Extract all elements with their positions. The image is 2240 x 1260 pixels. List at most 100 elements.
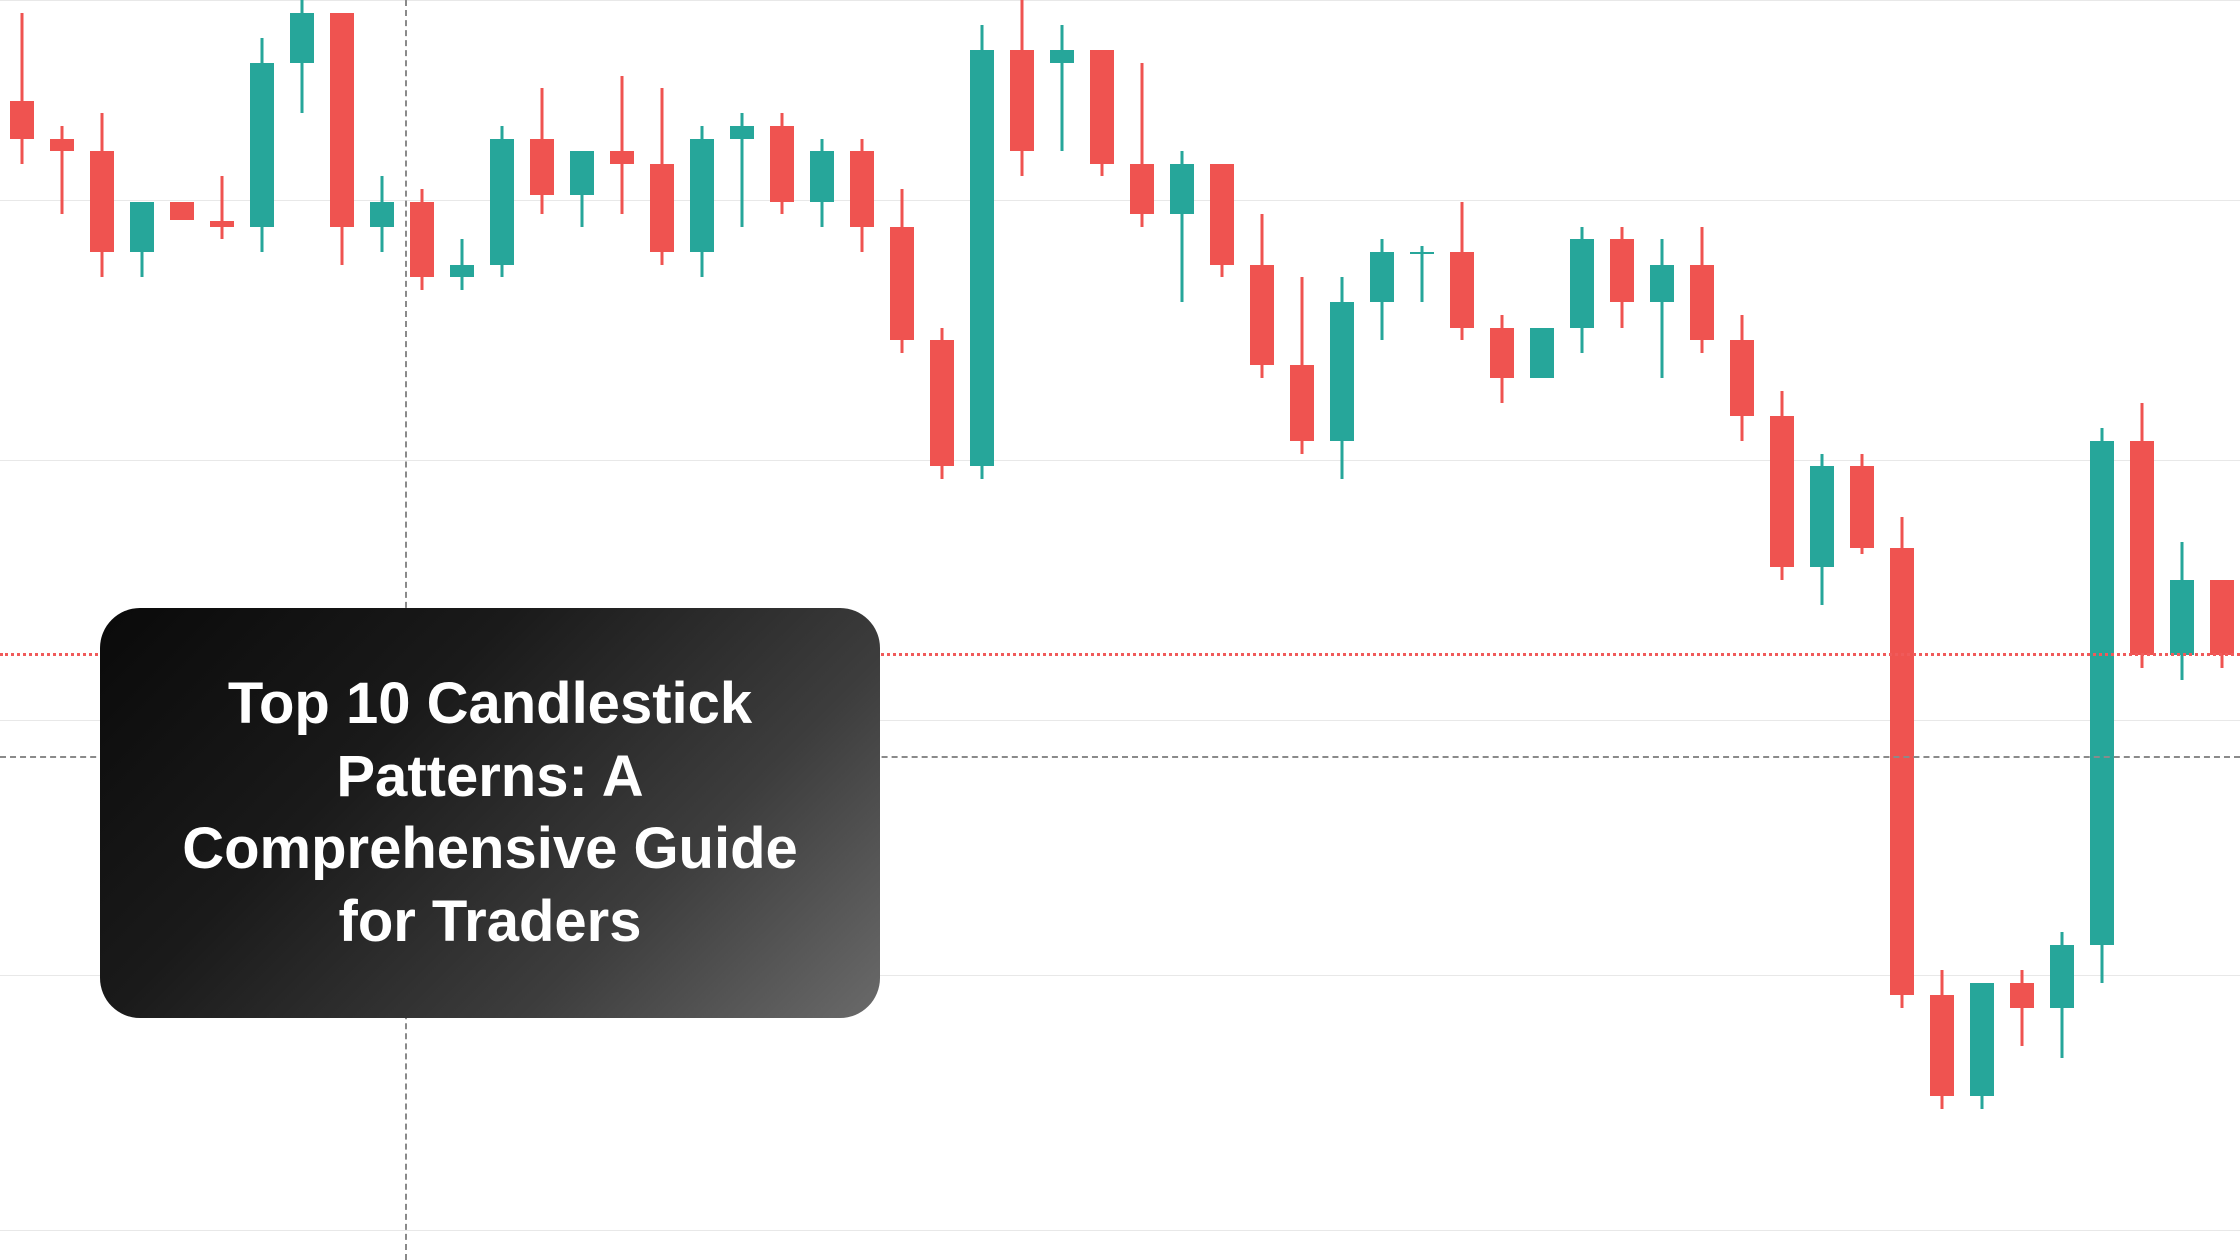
candle-body: [1610, 239, 1634, 302]
candle-body: [1250, 265, 1274, 366]
candle-body: [250, 63, 274, 227]
candle-body: [490, 139, 514, 265]
candle-body: [170, 202, 194, 221]
candle-bear: [2130, 0, 2154, 1260]
candle-bear: [1290, 0, 1314, 1260]
candle-body: [2170, 580, 2194, 656]
candle-body: [1050, 50, 1074, 63]
candle-body: [810, 151, 834, 201]
candle-body: [1370, 252, 1394, 302]
candle-body: [10, 101, 34, 139]
candle-bear: [1730, 0, 1754, 1260]
candle-wick: [1061, 25, 1064, 151]
candle-bull: [1170, 0, 1194, 1260]
candle-bear: [10, 0, 34, 1260]
candle-body: [730, 126, 754, 139]
candle-body: [410, 202, 434, 278]
candle-body: [2010, 983, 2034, 1008]
candle-bear: [1850, 0, 1874, 1260]
candle-body: [1330, 302, 1354, 441]
candle-body: [610, 151, 634, 164]
candle-bear: [1690, 0, 1714, 1260]
candle-bull: [2170, 0, 2194, 1260]
candle-body: [1970, 983, 1994, 1096]
candle-body: [1410, 252, 1434, 254]
candle-body: [1130, 164, 1154, 214]
candle-body: [50, 139, 74, 152]
candle-bear: [1210, 0, 1234, 1260]
candle-body: [2130, 441, 2154, 655]
candle-wick: [1421, 246, 1424, 303]
candle-bear: [1490, 0, 1514, 1260]
candle-body: [1010, 50, 1034, 151]
candle-body: [1490, 328, 1514, 378]
candle-bull: [1050, 0, 1074, 1260]
candle-body: [1810, 466, 1834, 567]
candle-body: [1890, 548, 1914, 995]
candle-body: [1570, 239, 1594, 327]
candle-wick: [21, 13, 24, 164]
candle-body: [890, 227, 914, 340]
candle-body: [970, 50, 994, 466]
candle-bull: [1970, 0, 1994, 1260]
candle-bear: [1090, 0, 1114, 1260]
candle-bull: [2090, 0, 2114, 1260]
candle-bear: [2210, 0, 2234, 1260]
candle-body: [850, 151, 874, 227]
candle-body: [530, 139, 554, 196]
candle-body: [1530, 328, 1554, 378]
candle-body: [690, 139, 714, 252]
candle-body: [930, 340, 954, 466]
candle-bull: [1810, 0, 1834, 1260]
candle-bear: [890, 0, 914, 1260]
candle-body: [1650, 265, 1674, 303]
candle-body: [1730, 340, 1754, 416]
candle-wick: [2021, 970, 2024, 1046]
candle-body: [210, 221, 234, 227]
candle-bull: [1530, 0, 1554, 1260]
candle-bull: [1410, 0, 1434, 1260]
candle-bull: [1650, 0, 1674, 1260]
candle-bear: [1610, 0, 1634, 1260]
candle-bear: [1930, 0, 1954, 1260]
candle-bear: [1130, 0, 1154, 1260]
candle-bear: [1010, 0, 1034, 1260]
candle-body: [770, 126, 794, 202]
candle-bull: [2050, 0, 2074, 1260]
candle-bull: [970, 0, 994, 1260]
candle-body: [290, 13, 314, 63]
candle-body: [2210, 580, 2234, 656]
candle-body: [130, 202, 154, 252]
candle-body: [1290, 365, 1314, 441]
candle-bull: [1570, 0, 1594, 1260]
title-text: Top 10 Candlestick Patterns: A Comprehen…: [136, 668, 844, 958]
candle-bear: [50, 0, 74, 1260]
candle-bear: [1890, 0, 1914, 1260]
title-card: Top 10 Candlestick Patterns: A Comprehen…: [100, 608, 880, 1018]
candle-bear: [1250, 0, 1274, 1260]
candle-body: [650, 164, 674, 252]
candle-bear: [1770, 0, 1794, 1260]
candle-body: [1850, 466, 1874, 548]
candle-body: [90, 151, 114, 252]
candle-bear: [2010, 0, 2034, 1260]
candle-body: [1450, 252, 1474, 328]
candle-body: [370, 202, 394, 227]
candle-wick: [221, 176, 224, 239]
candle-body: [1210, 164, 1234, 265]
candle-bear: [1450, 0, 1474, 1260]
candle-body: [330, 13, 354, 227]
candle-body: [1690, 265, 1714, 341]
candle-bear: [930, 0, 954, 1260]
candle-body: [1170, 164, 1194, 214]
candle-body: [1770, 416, 1794, 567]
candle-body: [2090, 441, 2114, 945]
candle-wick: [621, 76, 624, 215]
candle-body: [570, 151, 594, 195]
candle-bull: [1330, 0, 1354, 1260]
candle-bull: [1370, 0, 1394, 1260]
candle-wick: [1661, 239, 1664, 378]
candle-body: [1090, 50, 1114, 163]
candle-body: [450, 265, 474, 278]
candle-body: [1930, 995, 1954, 1096]
